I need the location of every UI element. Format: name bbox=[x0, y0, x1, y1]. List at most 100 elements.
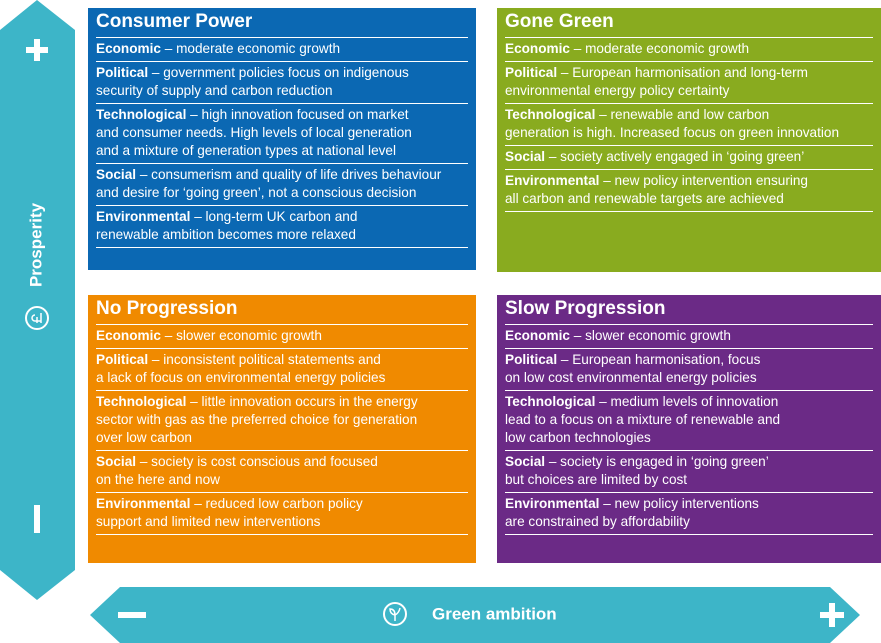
item-label: Political bbox=[96, 65, 149, 80]
item-text: – slower economic growth bbox=[569, 328, 731, 343]
scenario-item: Economic – moderate economic growth bbox=[96, 37, 468, 61]
item-text: – society is cost conscious and focused bbox=[136, 454, 378, 469]
item-text: on the here and now bbox=[96, 472, 220, 487]
scenario-item: Political – inconsistent political state… bbox=[96, 348, 468, 390]
item-text: – society actively engaged in ‘going gre… bbox=[545, 149, 805, 164]
scenario-item: Environmental – long-term UK carbon and r… bbox=[96, 205, 468, 248]
quadrant: Slow Progression Economic – slower econom… bbox=[497, 295, 881, 563]
scenario-item: Social – society is engaged in ‘going gr… bbox=[505, 450, 873, 492]
item-label: Social bbox=[505, 454, 546, 469]
minus-icon bbox=[34, 505, 40, 533]
quadrant-title: Gone Green bbox=[505, 11, 614, 32]
item-label: Economic bbox=[96, 41, 161, 56]
item-text: – high innovation focused on market bbox=[186, 107, 409, 122]
scenario-item: Social – society is cost conscious and f… bbox=[96, 450, 468, 492]
item-text: lead to a focus on a mixture of renewabl… bbox=[505, 412, 781, 427]
item-label: Technological bbox=[505, 394, 596, 409]
leaf-icon bbox=[389, 607, 401, 621]
horizontal-axis-label: Green ambition bbox=[432, 604, 557, 623]
quadrant-title: Consumer Power bbox=[96, 11, 253, 32]
item-text: sector with gas as the preferred choice … bbox=[96, 412, 418, 427]
item-label: Technological bbox=[505, 107, 596, 122]
item-label: Economic bbox=[505, 41, 570, 56]
money-icon bbox=[31, 313, 42, 323]
item-label: Technological bbox=[96, 394, 187, 409]
item-text: low carbon technologies bbox=[505, 430, 651, 445]
item-text: – inconsistent political statements and bbox=[148, 352, 381, 367]
item-label: Economic bbox=[505, 328, 570, 343]
item-text: – new policy interventions bbox=[599, 496, 759, 511]
quadrant: Gone Green Economic – moderate economic g… bbox=[497, 8, 881, 272]
item-text: and desire for ‘going green’, not a cons… bbox=[96, 185, 417, 200]
item-text: and a mixture of generation types at nat… bbox=[96, 143, 397, 158]
item-text: support and limited new interventions bbox=[96, 514, 321, 529]
item-text: renewable ambition becomes more relaxed bbox=[96, 227, 356, 242]
item-label: Economic bbox=[96, 328, 161, 343]
quadrant-title: No Progression bbox=[96, 298, 238, 319]
horizontal-arrow bbox=[90, 587, 860, 643]
item-text: and consumer needs. High levels of local… bbox=[96, 125, 412, 140]
item-text: are constrained by affordability bbox=[505, 514, 690, 529]
item-label: Environmental bbox=[505, 173, 600, 188]
item-label: Environmental bbox=[505, 496, 600, 511]
scenario-item: Technological – renewable and low carbon… bbox=[505, 103, 873, 145]
plus-icon bbox=[34, 39, 40, 61]
item-label: Social bbox=[96, 454, 137, 469]
plus-icon bbox=[829, 603, 835, 627]
item-text: – new policy intervention ensuring bbox=[599, 173, 808, 188]
item-text: – European harmonisation, focus bbox=[557, 352, 761, 367]
item-label: Technological bbox=[96, 107, 187, 122]
item-text: – slower economic growth bbox=[160, 328, 322, 343]
item-text: on low cost environmental energy policie… bbox=[505, 370, 757, 385]
item-text: – consumerism and quality of life drives… bbox=[136, 167, 442, 182]
item-text: generation is high. Increased focus on g… bbox=[505, 125, 840, 140]
item-text: – moderate economic growth bbox=[160, 41, 341, 56]
scenario-item: Political – European harmonisation, focu… bbox=[505, 348, 873, 390]
scenario-item: Social – society actively engaged in ‘go… bbox=[505, 145, 873, 169]
vertical-arrow bbox=[0, 0, 75, 600]
item-text: – long-term UK carbon and bbox=[190, 209, 358, 224]
item-label: Social bbox=[96, 167, 137, 182]
vertical-axis-label: Prosperity bbox=[26, 202, 45, 287]
scenario-item: Economic – slower economic growth bbox=[96, 324, 468, 348]
item-text: – medium levels of innovation bbox=[595, 394, 779, 409]
quadrant: Consumer Power Economic – moderate econom… bbox=[88, 8, 476, 270]
item-text: – moderate economic growth bbox=[569, 41, 750, 56]
item-text: – little innovation occurs in the energy bbox=[186, 394, 418, 409]
money-icon bbox=[25, 306, 49, 330]
leaf-icon bbox=[383, 602, 407, 626]
item-label: Environmental bbox=[96, 496, 191, 511]
minus-icon bbox=[118, 612, 146, 618]
item-text: security of supply and carbon reduction bbox=[96, 83, 333, 98]
scenario-item: Environmental – reduced low carbon polic… bbox=[96, 492, 468, 535]
scenario-item: Political – European harmonisation and l… bbox=[505, 61, 873, 103]
item-text: – society is engaged in ‘going green’ bbox=[545, 454, 769, 469]
item-text: environmental energy policy certainty bbox=[505, 83, 730, 98]
item-label: Political bbox=[505, 65, 558, 80]
scenario-item: Economic – moderate economic growth bbox=[505, 37, 873, 61]
item-text: – government policies focus on indigenou… bbox=[148, 65, 409, 80]
scenario-item: Environmental – new policy intervention … bbox=[505, 169, 873, 212]
item-label: Social bbox=[505, 149, 546, 164]
item-label: Political bbox=[96, 352, 149, 367]
item-label: Political bbox=[505, 352, 558, 367]
item-label: Environmental bbox=[96, 209, 191, 224]
scenario-item: Environmental – new policy interventions… bbox=[505, 492, 873, 535]
scenario-item: Political – government policies focus on… bbox=[96, 61, 468, 103]
quadrant: No Progression Economic – slower economic… bbox=[88, 295, 476, 563]
scenario-item: Technological – high innovation focused … bbox=[96, 103, 468, 163]
item-text: – renewable and low carbon bbox=[595, 107, 770, 122]
scenario-item: Technological – medium levels of innovat… bbox=[505, 390, 873, 450]
item-text: but choices are limited by cost bbox=[505, 472, 688, 487]
item-text: a lack of focus on environmental energy … bbox=[96, 370, 386, 385]
scenario-item: Economic – slower economic growth bbox=[505, 324, 873, 348]
scenario-item: Social – consumerism and quality of life… bbox=[96, 163, 468, 205]
item-text: over low carbon bbox=[96, 430, 192, 445]
item-text: all carbon and renewable targets are ach… bbox=[505, 191, 784, 206]
scenario-item: Technological – little innovation occurs… bbox=[96, 390, 468, 450]
item-text: – European harmonisation and long-term bbox=[557, 65, 809, 80]
item-text: – reduced low carbon policy bbox=[190, 496, 363, 511]
quadrant-title: Slow Progression bbox=[505, 298, 666, 319]
